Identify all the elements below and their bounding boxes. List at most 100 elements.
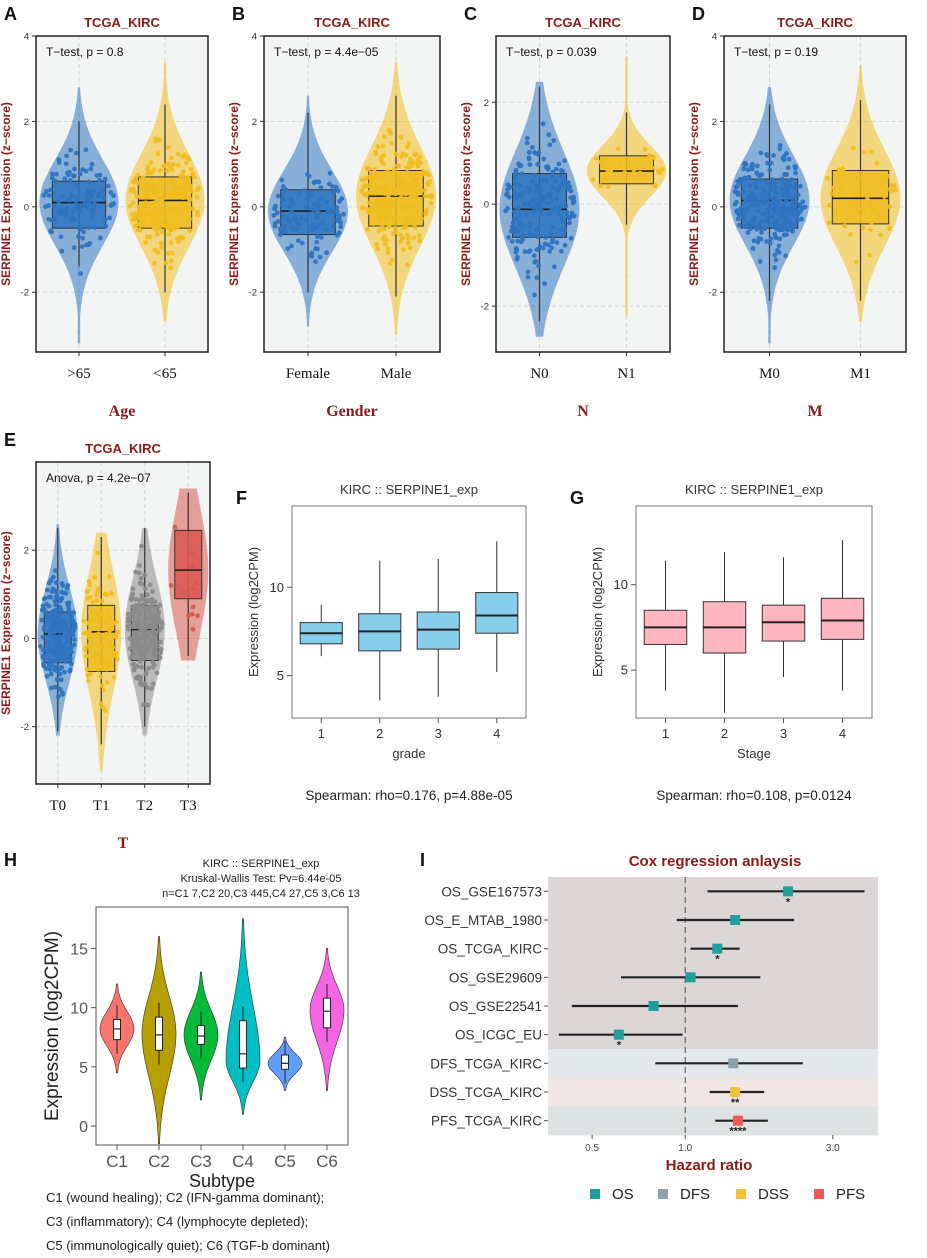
point-Male [411,185,416,190]
point->65 [70,208,76,214]
y-tick-label: 2 [252,117,257,128]
point-M1 [831,185,836,191]
point->65 [52,178,58,184]
point->65 [80,235,85,241]
point-T2 [136,643,142,649]
point->65 [59,194,65,200]
point-M0 [754,225,759,231]
row-label-PFS_TCGA_KIRC: PFS_TCGA_KIRC [431,1114,542,1129]
point-N0 [524,140,530,146]
point-M1 [847,199,853,205]
point-T1 [107,574,112,579]
point-N1 [600,158,606,164]
point-M0 [753,185,759,191]
point-Female [283,187,289,193]
point-Female [317,254,323,260]
point-T0 [68,661,74,667]
point-M0 [742,160,748,166]
point-Male [422,193,428,199]
point-M0 [751,238,757,244]
point-<65 [188,166,194,172]
point-N0 [562,227,568,233]
point-N0 [553,196,559,202]
point-N0 [513,249,519,255]
x-tick-label: 3 [435,726,442,741]
point-<65 [175,224,181,229]
point-Male [365,227,370,232]
point-T0 [53,580,59,585]
title-line: Kruskal-Wallis Test: Pv=6.44e-05 [180,873,341,885]
point-T0 [48,633,54,638]
point->65 [73,150,79,156]
point-<65 [147,234,153,240]
point-<65 [154,231,160,237]
point->65 [70,173,76,179]
point-M1 [850,145,856,151]
point-Male [418,188,423,194]
y-tick-label: 5 [621,663,628,678]
legend-label-os: OS [612,1186,634,1203]
x-tick->65: >65 [67,366,90,382]
plot-frame [95,906,349,1146]
point-T0 [58,677,64,683]
point-Male [400,205,405,211]
point-<65 [169,155,174,161]
panel-a: >65 <65 -2 0 2 4 TCGA_KIRC T−test, p = 0.8 SERPI… [0,15,209,420]
point-Female [303,204,308,210]
point-T2 [133,569,139,575]
point-T2 [140,702,146,707]
point-<65 [130,186,136,192]
point-Female [334,205,340,211]
point->65 [86,201,92,206]
point-M0 [752,195,758,201]
point-M1 [848,202,853,208]
point-M1 [842,218,848,223]
plot-frame [291,505,527,719]
point-N0 [520,232,526,238]
point-M0 [780,192,786,198]
point-N0 [521,190,526,196]
point-T2 [142,619,147,624]
point-T0 [57,666,63,672]
point-Male [380,226,386,232]
point-Male [372,166,377,172]
point-M0 [759,230,764,235]
point-T2 [130,604,136,610]
point-N1 [590,177,596,182]
point-N0 [522,201,528,207]
point-T1 [90,608,96,614]
point->65 [41,192,47,198]
point-<65 [141,184,146,190]
point-Male [385,250,391,256]
point-N1 [642,146,648,152]
point->65 [56,199,62,204]
point-<65 [181,169,186,175]
point-<65 [194,195,200,200]
point->65 [72,166,77,172]
y-tick-label: 0 [712,202,717,213]
point-N0 [569,212,575,218]
point-<65 [145,167,151,172]
point-T0 [56,694,61,699]
point-T2 [147,582,153,588]
point-Male [375,246,380,252]
point-N0 [547,142,553,148]
point-Male [406,141,412,146]
point-Female [292,226,297,232]
sig-label: * [617,1040,622,1052]
x-tick-label: 1 [318,726,325,741]
point-<65 [183,194,189,199]
point-M0 [760,186,766,192]
point-N0 [540,121,546,127]
point-<65 [140,209,145,214]
point-Male [390,257,395,263]
point-T1 [114,619,119,625]
hr-point-DFS_TCGA_KIRC [728,1058,739,1069]
point-Male [383,185,389,190]
point-Male [398,174,404,180]
point-M1 [839,183,845,189]
box-C3 [197,1024,205,1045]
row-label-OS_E_MTAB_1980: OS_E_MTAB_1980 [424,913,542,928]
point-M0 [785,194,791,199]
point-<65 [158,240,164,246]
